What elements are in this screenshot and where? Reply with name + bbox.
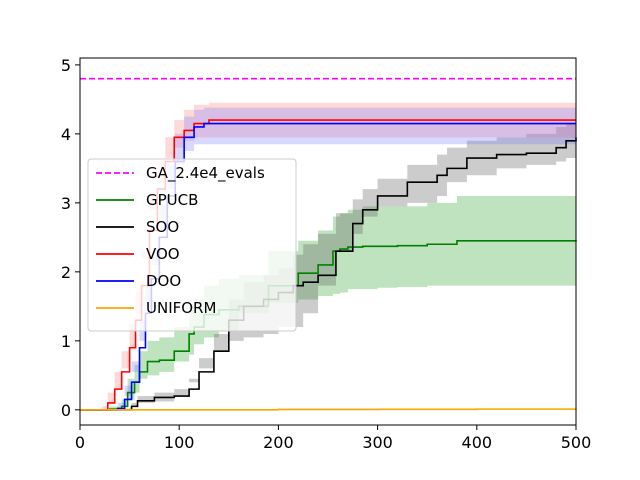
legend: GA_2.4e4_evals GPUCB SOO VOO DOO UNIFORM: [87, 158, 297, 332]
y-tick-label: 4: [61, 125, 71, 144]
legend-label: SOO: [146, 218, 179, 236]
band-voo: [80, 102, 576, 410]
x-tick-label: 300: [362, 433, 393, 452]
x-tick-label: 100: [164, 433, 195, 452]
y-axis: 0 1 2 3 4 5: [61, 56, 80, 420]
legend-label: GA_2.4e4_evals: [146, 164, 265, 183]
y-tick-label: 3: [61, 194, 71, 213]
series-line-uniform: [80, 408, 577, 411]
band-gpucb: [80, 194, 576, 410]
y-tick-label: 2: [61, 263, 71, 282]
legend-label: UNIFORM: [146, 299, 216, 317]
legend-box: [87, 158, 297, 332]
x-tick-label: 500: [561, 433, 592, 452]
y-tick-label: 0: [61, 401, 71, 420]
x-axis: 0 100 200 300 400 500: [75, 425, 591, 452]
series-line-soo: [80, 137, 577, 411]
x-tick-label: 400: [462, 433, 493, 452]
x-tick-label: 200: [263, 433, 294, 452]
x-tick-label: 0: [75, 433, 85, 452]
band-doo: [80, 107, 576, 410]
legend-label: GPUCB: [146, 191, 198, 209]
y-tick-label: 5: [61, 56, 71, 75]
legend-label: VOO: [146, 245, 180, 263]
y-tick-label: 1: [61, 332, 71, 351]
legend-label: DOO: [146, 272, 181, 290]
plot-frame: [79, 57, 577, 426]
